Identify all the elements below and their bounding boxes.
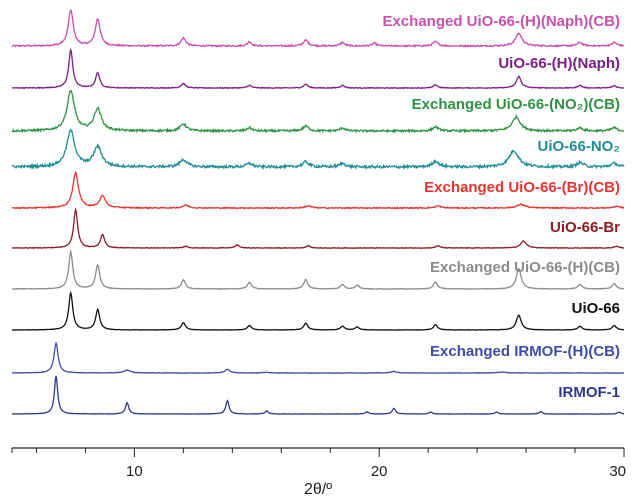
series-trace	[11, 290, 625, 331]
series-label: UiO-66-(H)(Naph)	[498, 55, 620, 72]
series-labels-group: Exchanged UiO-66-(H)(Naph)(CB) UiO-66-(H)…	[382, 13, 620, 401]
series-label: Exchanged IRMOF-(H)(CB)	[430, 343, 620, 360]
x-axis: 10 20 30 2θ/º	[11, 447, 626, 498]
series-trace	[11, 89, 625, 134]
series-label: IRMOF-1	[558, 384, 620, 401]
series-trace	[11, 8, 625, 48]
series-label: UiO-66	[572, 300, 620, 317]
traces-group	[11, 8, 625, 415]
series-trace	[11, 341, 625, 374]
x-tick-label: 10	[126, 463, 143, 480]
series-trace	[11, 207, 625, 250]
series-trace	[11, 248, 625, 290]
series-label: UiO-66-Br	[550, 219, 620, 236]
series-label: Exchanged UiO-66-(NO₂)(CB)	[412, 96, 620, 113]
x-tick-label: 30	[609, 463, 626, 480]
series-trace	[11, 128, 625, 171]
series-trace	[11, 47, 625, 90]
series-label: Exchanged UiO-66-(Br)(CB)	[424, 179, 620, 196]
series-trace	[11, 375, 625, 415]
series-label: Exchanged UiO-66-(H)(Naph)(CB)	[382, 13, 620, 30]
series-trace	[11, 171, 625, 210]
x-tick-label: 20	[371, 463, 388, 480]
x-axis-title: 2θ/º	[304, 481, 332, 498]
x-axis-ticks: 10 20 30	[11, 448, 626, 480]
series-label: Exchanged UiO-66-(H)(CB)	[430, 259, 620, 276]
series-label: UiO-66-NO₂	[537, 138, 620, 155]
